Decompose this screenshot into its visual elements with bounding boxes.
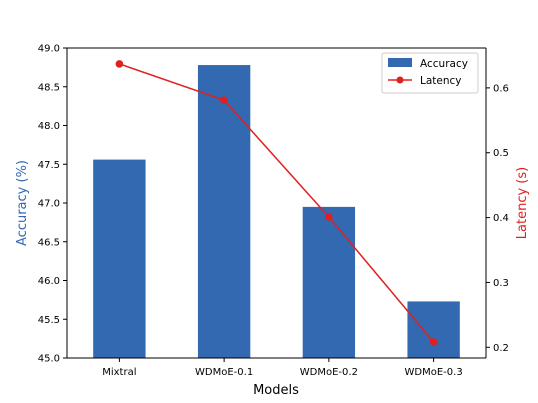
left-tick-label: 47.0 xyxy=(38,199,60,210)
left-tick-label: 46.0 xyxy=(38,276,60,287)
left-tick-label: 49.0 xyxy=(38,44,60,55)
accuracy-bar xyxy=(303,207,355,358)
right-axis-title: Latency (s) xyxy=(515,167,530,239)
right-tick-label: 0.3 xyxy=(493,278,509,289)
right-tick-label: 0.5 xyxy=(493,148,509,159)
x-axis-title: Models xyxy=(253,383,299,398)
left-tick-label: 48.0 xyxy=(38,121,60,132)
legend-swatch-latency-marker xyxy=(397,77,404,84)
right-tick-label: 0.2 xyxy=(493,343,509,354)
right-tick-label: 0.4 xyxy=(493,213,509,224)
left-tick-label: 45.0 xyxy=(38,354,60,365)
legend-label-latency: Latency xyxy=(420,75,462,87)
x-axis-ticks: Mixtral WDMoE-0.1 WDMoE-0.2 WDMoE-0.3 xyxy=(102,358,462,378)
legend-swatch-accuracy xyxy=(388,58,412,67)
left-tick-label: 47.5 xyxy=(38,160,60,171)
legend: Accuracy Latency xyxy=(382,53,478,93)
x-tick-label: WDMoE-0.1 xyxy=(195,367,253,378)
x-tick-label: WDMoE-0.2 xyxy=(300,367,358,378)
left-tick-label: 46.5 xyxy=(38,237,60,248)
left-tick-label: 48.5 xyxy=(38,82,60,93)
latency-point xyxy=(220,96,228,104)
latency-point xyxy=(116,60,124,68)
latency-point xyxy=(325,213,333,221)
right-axis-ticks: 0.2 0.3 0.4 0.5 0.6 xyxy=(486,83,509,353)
left-axis-ticks: 45.0 45.5 46.0 46.5 47.0 47.5 48.0 48.5 49.0 xyxy=(38,44,67,365)
left-axis-title: Accuracy (%) xyxy=(15,160,30,246)
latency-point xyxy=(430,338,438,346)
legend-label-accuracy: Accuracy xyxy=(420,58,468,70)
left-tick-label: 45.5 xyxy=(38,315,60,326)
right-tick-label: 0.6 xyxy=(493,83,509,94)
accuracy-bar xyxy=(93,160,145,358)
accuracy-bar xyxy=(198,65,250,358)
x-tick-label: WDMoE-0.3 xyxy=(405,367,463,378)
x-tick-label: Mixtral xyxy=(102,367,136,378)
accuracy-bar xyxy=(407,301,459,358)
